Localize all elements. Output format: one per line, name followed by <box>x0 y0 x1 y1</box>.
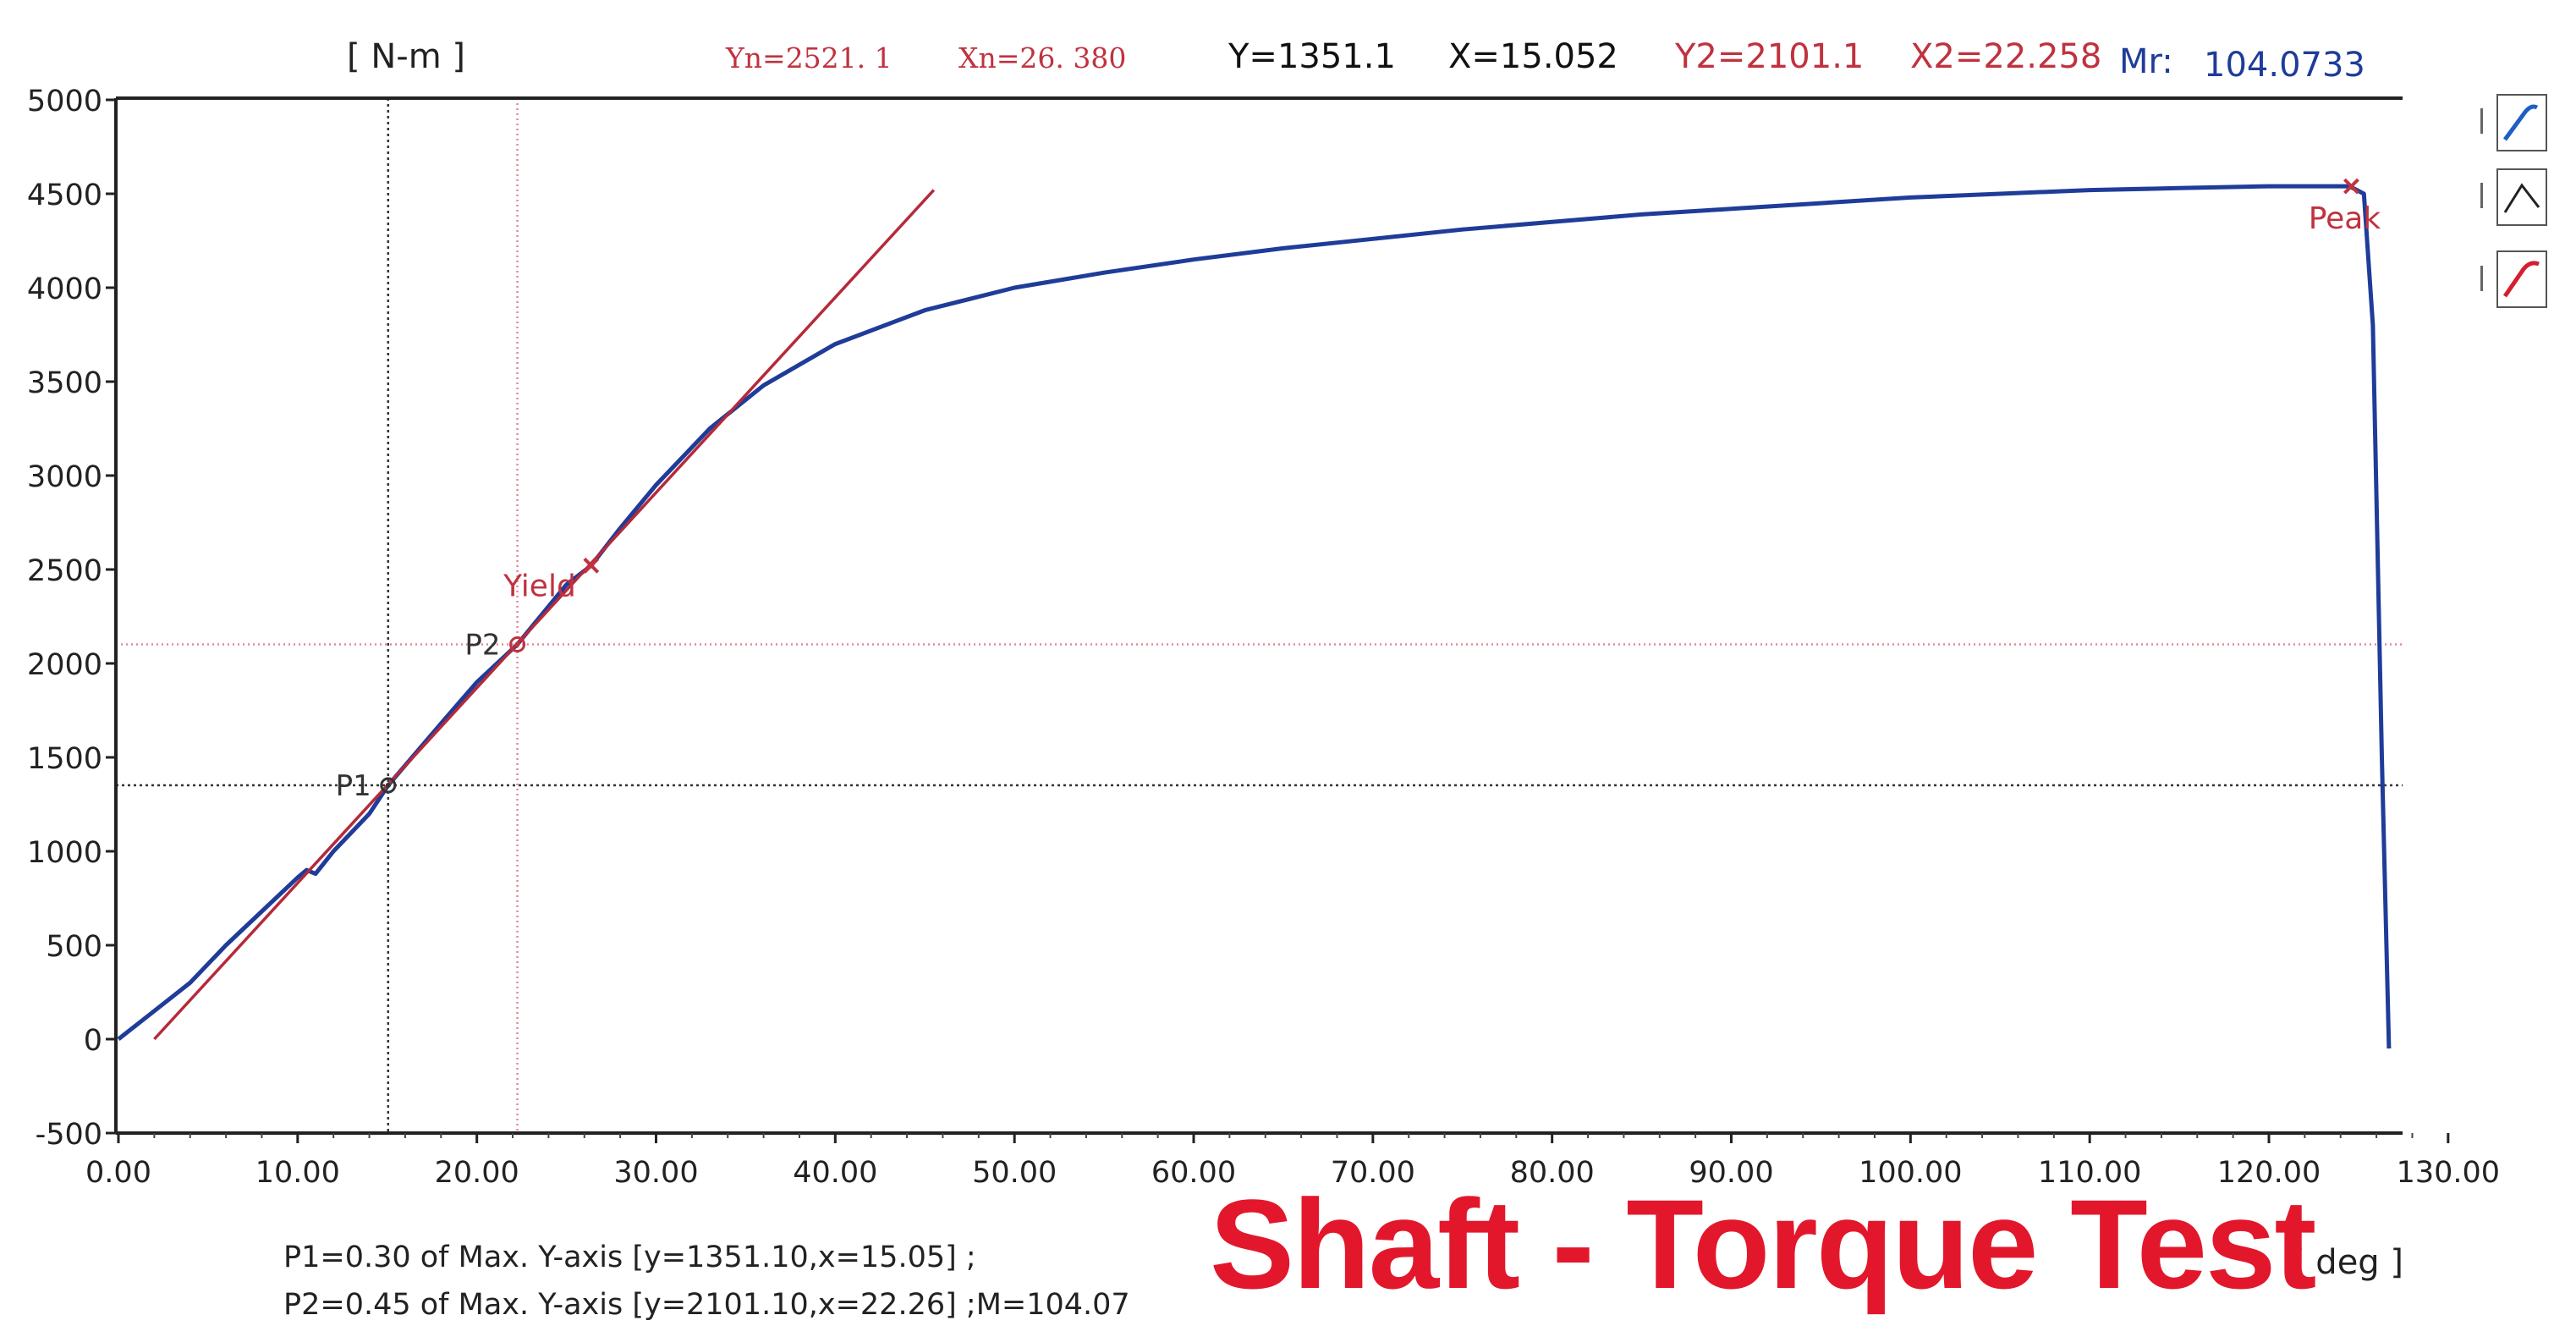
note-p1: P1=0.30 of Max. Y-axis [y=1351.10,x=15.0… <box>283 1241 976 1274</box>
readout-0: Yn=2521. 1 <box>725 41 893 74</box>
marker-yield-x <box>583 557 600 574</box>
chart-title: Shaft - Torque Test <box>1210 1173 2316 1315</box>
legend-tick-2 <box>2480 183 2483 208</box>
readout-5: X2=22.258 <box>1910 37 2101 76</box>
marker-p2-dot <box>514 641 520 647</box>
blue-curve-icon <box>2502 104 2539 141</box>
mr-value: 104.0733 <box>2204 46 2365 85</box>
y-tick-label: 500 <box>46 930 102 964</box>
y-tick-label: 0 <box>84 1024 102 1058</box>
y-tick-label: 4500 <box>27 179 102 212</box>
marker-p1-dot <box>385 783 391 789</box>
y-tick-label: 1000 <box>27 836 102 870</box>
x-tick-label: 110.00 <box>2038 1156 2141 1190</box>
x-tick-label: 50.00 <box>972 1156 1057 1190</box>
legend-tick-3 <box>2480 266 2483 291</box>
marker-label-p2: P2 <box>464 629 500 663</box>
x-axis-label: [ deg ] <box>2292 1243 2403 1282</box>
x-tick-label: 40.00 <box>793 1156 877 1190</box>
x-tick-label: 80.00 <box>1510 1156 1595 1190</box>
reference-lines-layer <box>116 98 2403 1133</box>
mr-label: Mr: <box>2119 42 2173 81</box>
readouts-layer: Yn=2521. 1 Xn=26. 380 Y=1351.1 X=15.052 Y2=2… <box>725 37 2101 76</box>
ticks-layer: 5000450040003500300025002000150010005000… <box>27 85 2500 1190</box>
legend-red-curve[interactable] <box>2496 250 2547 308</box>
x-tick-label: 60.00 <box>1151 1156 1236 1190</box>
x-tick-label: 100.00 <box>1859 1156 1962 1190</box>
x-tick-label: 20.00 <box>435 1156 519 1190</box>
y-tick-label: 4000 <box>27 272 102 306</box>
torque-curve-line <box>117 184 2392 1049</box>
y-tick-label: -500 <box>36 1118 102 1152</box>
y-tick-label: 1500 <box>27 742 102 776</box>
y-tick-label: 5000 <box>27 85 102 118</box>
legend-blue-curve[interactable] <box>2496 94 2547 151</box>
x-tick-label: 10.00 <box>255 1156 340 1190</box>
red-curve-icon <box>2502 261 2540 298</box>
legend-tick-1 <box>2480 108 2483 134</box>
y-axis-label: [ N-m ] <box>347 37 465 76</box>
legend-black-curve[interactable] <box>2496 168 2547 226</box>
linear-fit-line <box>153 189 936 1041</box>
series-layer <box>117 184 2392 1049</box>
marker-label-peak: Peak <box>2309 201 2381 236</box>
x-tick-label: 120.00 <box>2217 1156 2321 1190</box>
marker-p1 <box>380 777 397 794</box>
marker-p2 <box>509 636 526 653</box>
readout-2: Y=1351.1 <box>1228 37 1396 76</box>
black-curve-icon <box>2503 183 2540 213</box>
y-tick-label: 3500 <box>27 366 102 400</box>
x-tick-label: 90.00 <box>1689 1156 1773 1190</box>
x-tick-label: 30.00 <box>613 1156 698 1190</box>
marker-peak-x <box>2343 178 2359 195</box>
y-tick-label: 2500 <box>27 554 102 588</box>
marker-label-p1: P1 <box>336 769 371 803</box>
note-p2: P2=0.45 of Max. Y-axis [y=2101.10,x=22.2… <box>283 1288 1130 1322</box>
marker-label-yield: Yield <box>503 569 576 603</box>
readout-1: Xn=26. 380 <box>958 41 1126 74</box>
readout-3: X=15.052 <box>1448 37 1618 76</box>
x-tick-label: 130.00 <box>2397 1156 2500 1190</box>
readout-4: Y2=2101.1 <box>1674 37 1864 76</box>
axes-layer <box>114 96 2403 1135</box>
y-tick-label: 2000 <box>27 648 102 682</box>
x-tick-label: 0.00 <box>85 1156 151 1190</box>
x-tick-label: 70.00 <box>1331 1156 1415 1190</box>
y-tick-label: 3000 <box>27 460 102 494</box>
